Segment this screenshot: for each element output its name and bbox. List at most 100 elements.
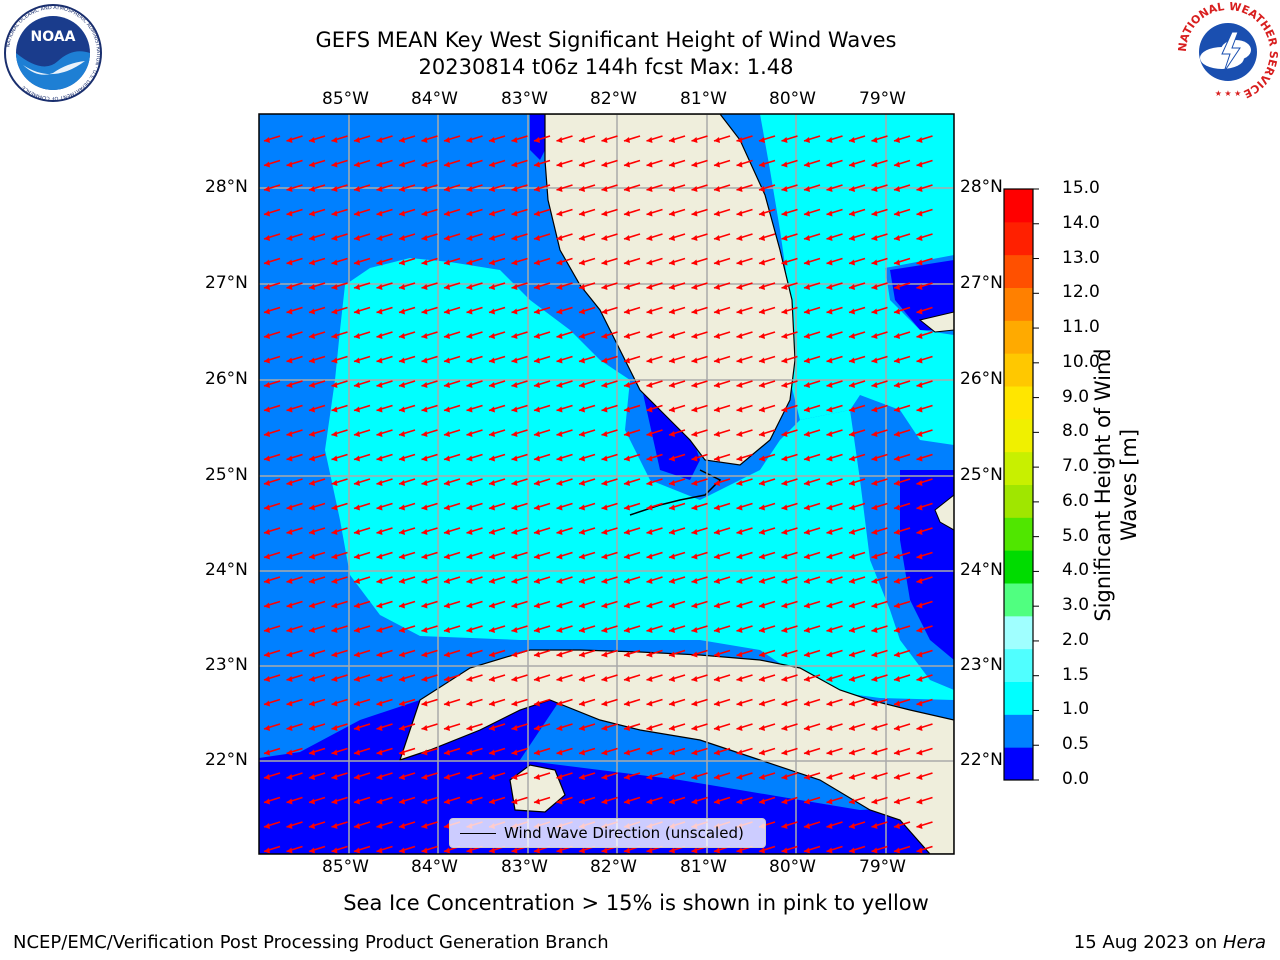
wave-arrow-head xyxy=(331,725,338,731)
wave-arrow-head xyxy=(714,382,720,388)
wave-arrow-head xyxy=(579,333,585,339)
wave-arrow-head xyxy=(691,308,698,315)
wave-arrow-head xyxy=(871,406,878,413)
wave-arrow-head xyxy=(376,504,383,511)
wave-arrow-head xyxy=(444,651,450,658)
wave-arrow-head xyxy=(669,578,675,584)
wave-arrow-head xyxy=(466,700,473,707)
wave-arrow-head xyxy=(781,186,788,192)
wave-arrow-head xyxy=(669,700,675,707)
wave-arrow-head xyxy=(781,823,788,829)
wave-arrow-head xyxy=(759,357,765,364)
wave-arrow-head xyxy=(421,676,428,682)
wave-arrow-head xyxy=(354,186,360,192)
wave-arrow-head xyxy=(804,431,810,437)
wave-arrow-head xyxy=(624,455,630,462)
lat-label-left: 25°N xyxy=(205,465,248,485)
wave-arrow-head xyxy=(849,504,855,511)
wave-arrow-head xyxy=(871,333,878,339)
wave-arrow-head xyxy=(466,382,473,388)
wave-arrow-head xyxy=(286,774,293,780)
wave-arrow-head xyxy=(264,700,270,707)
wave-arrow-head xyxy=(444,602,450,609)
wave-arrow-head xyxy=(736,529,743,535)
wave-arrow-head xyxy=(781,455,788,462)
wave-arrow-head xyxy=(376,210,383,217)
wave-arrow-head xyxy=(286,259,293,266)
legend-line-icon xyxy=(460,832,496,834)
wave-arrow-head xyxy=(804,406,810,413)
wave-arrow-head xyxy=(826,749,833,756)
wave-arrow-head xyxy=(286,749,293,756)
wave-arrow-head xyxy=(736,700,743,707)
wave-arrow-head xyxy=(916,259,923,266)
wave-arrow-head xyxy=(579,602,585,609)
wave-arrow-head xyxy=(759,578,765,584)
wave-arrow-head xyxy=(444,406,450,413)
wave-arrow-head xyxy=(331,798,338,805)
wave-arrow-head xyxy=(871,725,878,731)
wave-arrow-head xyxy=(601,504,608,511)
wave-arrow-head xyxy=(894,284,900,290)
wave-arrow-head xyxy=(669,406,675,413)
wave-arrow-head xyxy=(781,847,788,854)
wave-arrow-head xyxy=(556,284,563,290)
wave-arrow-head xyxy=(916,480,923,486)
lon-label-bottom: 81°W xyxy=(680,857,727,877)
wave-arrow-head xyxy=(354,480,360,486)
footer-date: 15 Aug 2023 on Hera xyxy=(1074,932,1266,953)
colorbar-tick-label: 0.5 xyxy=(1062,734,1090,755)
wave-arrow-head xyxy=(894,161,900,168)
wave-arrow-head xyxy=(691,700,698,707)
wave-arrow-head xyxy=(354,406,360,413)
wave-arrow-head xyxy=(646,504,653,511)
wave-arrow-head xyxy=(894,186,900,192)
wave-arrow-head xyxy=(331,455,338,462)
wave-arrow-head xyxy=(601,161,608,168)
wave-arrow-head xyxy=(646,480,653,486)
wave-arrow-head xyxy=(466,259,473,266)
wave-arrow-head xyxy=(826,186,833,192)
wave-arrow-head xyxy=(376,847,383,854)
wave-arrow-head xyxy=(466,749,473,756)
wave-arrow-head xyxy=(646,186,653,192)
wave-arrow-head xyxy=(579,235,585,241)
wave-arrow-head xyxy=(849,161,855,168)
wave-arrow-head xyxy=(444,382,450,388)
colorbar-tick-label: 5.0 xyxy=(1062,525,1090,546)
wave-arrow-head xyxy=(624,284,630,290)
wave-arrow-head xyxy=(759,529,765,535)
wave-arrow-head xyxy=(354,602,360,609)
wave-arrow-head xyxy=(624,651,630,658)
wave-arrow-head xyxy=(444,357,450,364)
colorbar-band xyxy=(1004,221,1033,256)
wave-arrow-head xyxy=(601,676,608,682)
wave-arrow-head xyxy=(421,137,428,143)
wave-arrow-head xyxy=(489,210,495,217)
wave-arrow-head xyxy=(421,529,428,535)
wave-arrow-head xyxy=(736,749,743,756)
wave-arrow-head xyxy=(466,357,473,364)
wave-arrow-head xyxy=(804,186,810,192)
wave-arrow-head xyxy=(444,431,450,437)
wave-arrow-head xyxy=(916,186,923,192)
wave-arrow-head xyxy=(916,529,923,535)
wave-arrow-head xyxy=(331,406,338,413)
wave-arrow-head xyxy=(376,553,383,560)
wave-arrow-head xyxy=(849,382,855,388)
wave-arrow-head xyxy=(264,504,270,511)
wave-arrow-head xyxy=(579,284,585,290)
wave-arrow-head xyxy=(826,798,833,805)
lon-label-top: 85°W xyxy=(322,89,369,109)
wave-arrow-head xyxy=(376,774,383,780)
wave-arrow-head xyxy=(399,431,405,437)
wave-arrow-head xyxy=(286,847,293,854)
wave-arrow-head xyxy=(264,725,270,731)
colorbar-band xyxy=(1004,287,1033,321)
wave-arrow-head xyxy=(354,529,360,535)
wave-arrow-head xyxy=(286,357,293,364)
wave-arrow-head xyxy=(309,259,315,266)
wave-arrow-head xyxy=(354,578,360,584)
wave-arrow-head xyxy=(421,333,428,339)
sea-ice-caption: Sea Ice Concentration > 15% is shown in … xyxy=(343,891,929,915)
